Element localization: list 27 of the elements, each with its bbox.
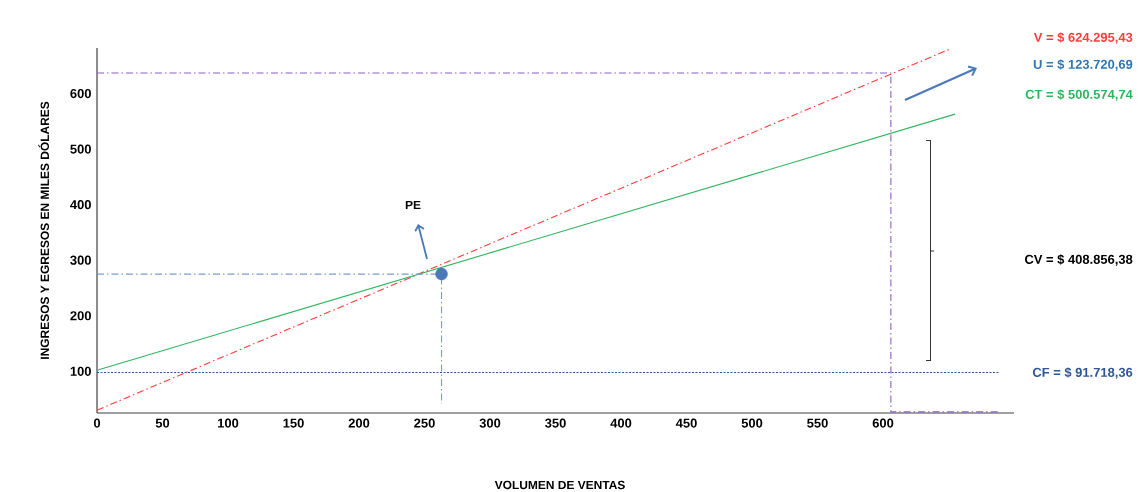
x-tick-label: 400 bbox=[610, 418, 632, 428]
x-tick-label: 250 bbox=[414, 418, 435, 428]
x-tick-label: 500 bbox=[741, 418, 763, 428]
x-tick-label: 300 bbox=[479, 418, 501, 428]
text: CT = $ 500.574,74 bbox=[1025, 89, 1133, 101]
x-axis-title: VOLUMEN DE VENTAS bbox=[494, 480, 625, 490]
y-tick-label: 100 bbox=[70, 366, 91, 376]
text: CV = $ 408.856,38 bbox=[1024, 254, 1133, 266]
x-tick-label: 350 bbox=[545, 418, 566, 428]
x-tick-label: 0 bbox=[93, 418, 101, 428]
x-tick-label: 600 bbox=[872, 418, 894, 428]
text: CF = $ 91.718,36 bbox=[1032, 367, 1133, 379]
y-tick-label: 600 bbox=[70, 88, 91, 99]
y-axis-title: INGRESOS Y EGRESOS EN MILES DÓLARES bbox=[38, 101, 50, 359]
y-tick-label: 400 bbox=[70, 200, 91, 210]
y-tick-label: 500 bbox=[70, 144, 91, 154]
y-tick-label: 300 bbox=[70, 255, 91, 265]
text: V = $ 624.295,43 bbox=[1033, 32, 1133, 44]
x-tick-label: 550 bbox=[807, 418, 828, 428]
annotation: PE bbox=[405, 200, 421, 210]
y-tick-label: 200 bbox=[70, 311, 91, 321]
text: U = $ 123.720,69 bbox=[1033, 59, 1133, 71]
x-tick-label: 50 bbox=[155, 418, 170, 428]
x-tick-label: 200 bbox=[348, 418, 370, 428]
x-tick-label: 100 bbox=[218, 418, 239, 428]
x-tick-label: 150 bbox=[283, 418, 304, 428]
x-tick-label: 450 bbox=[675, 418, 697, 428]
